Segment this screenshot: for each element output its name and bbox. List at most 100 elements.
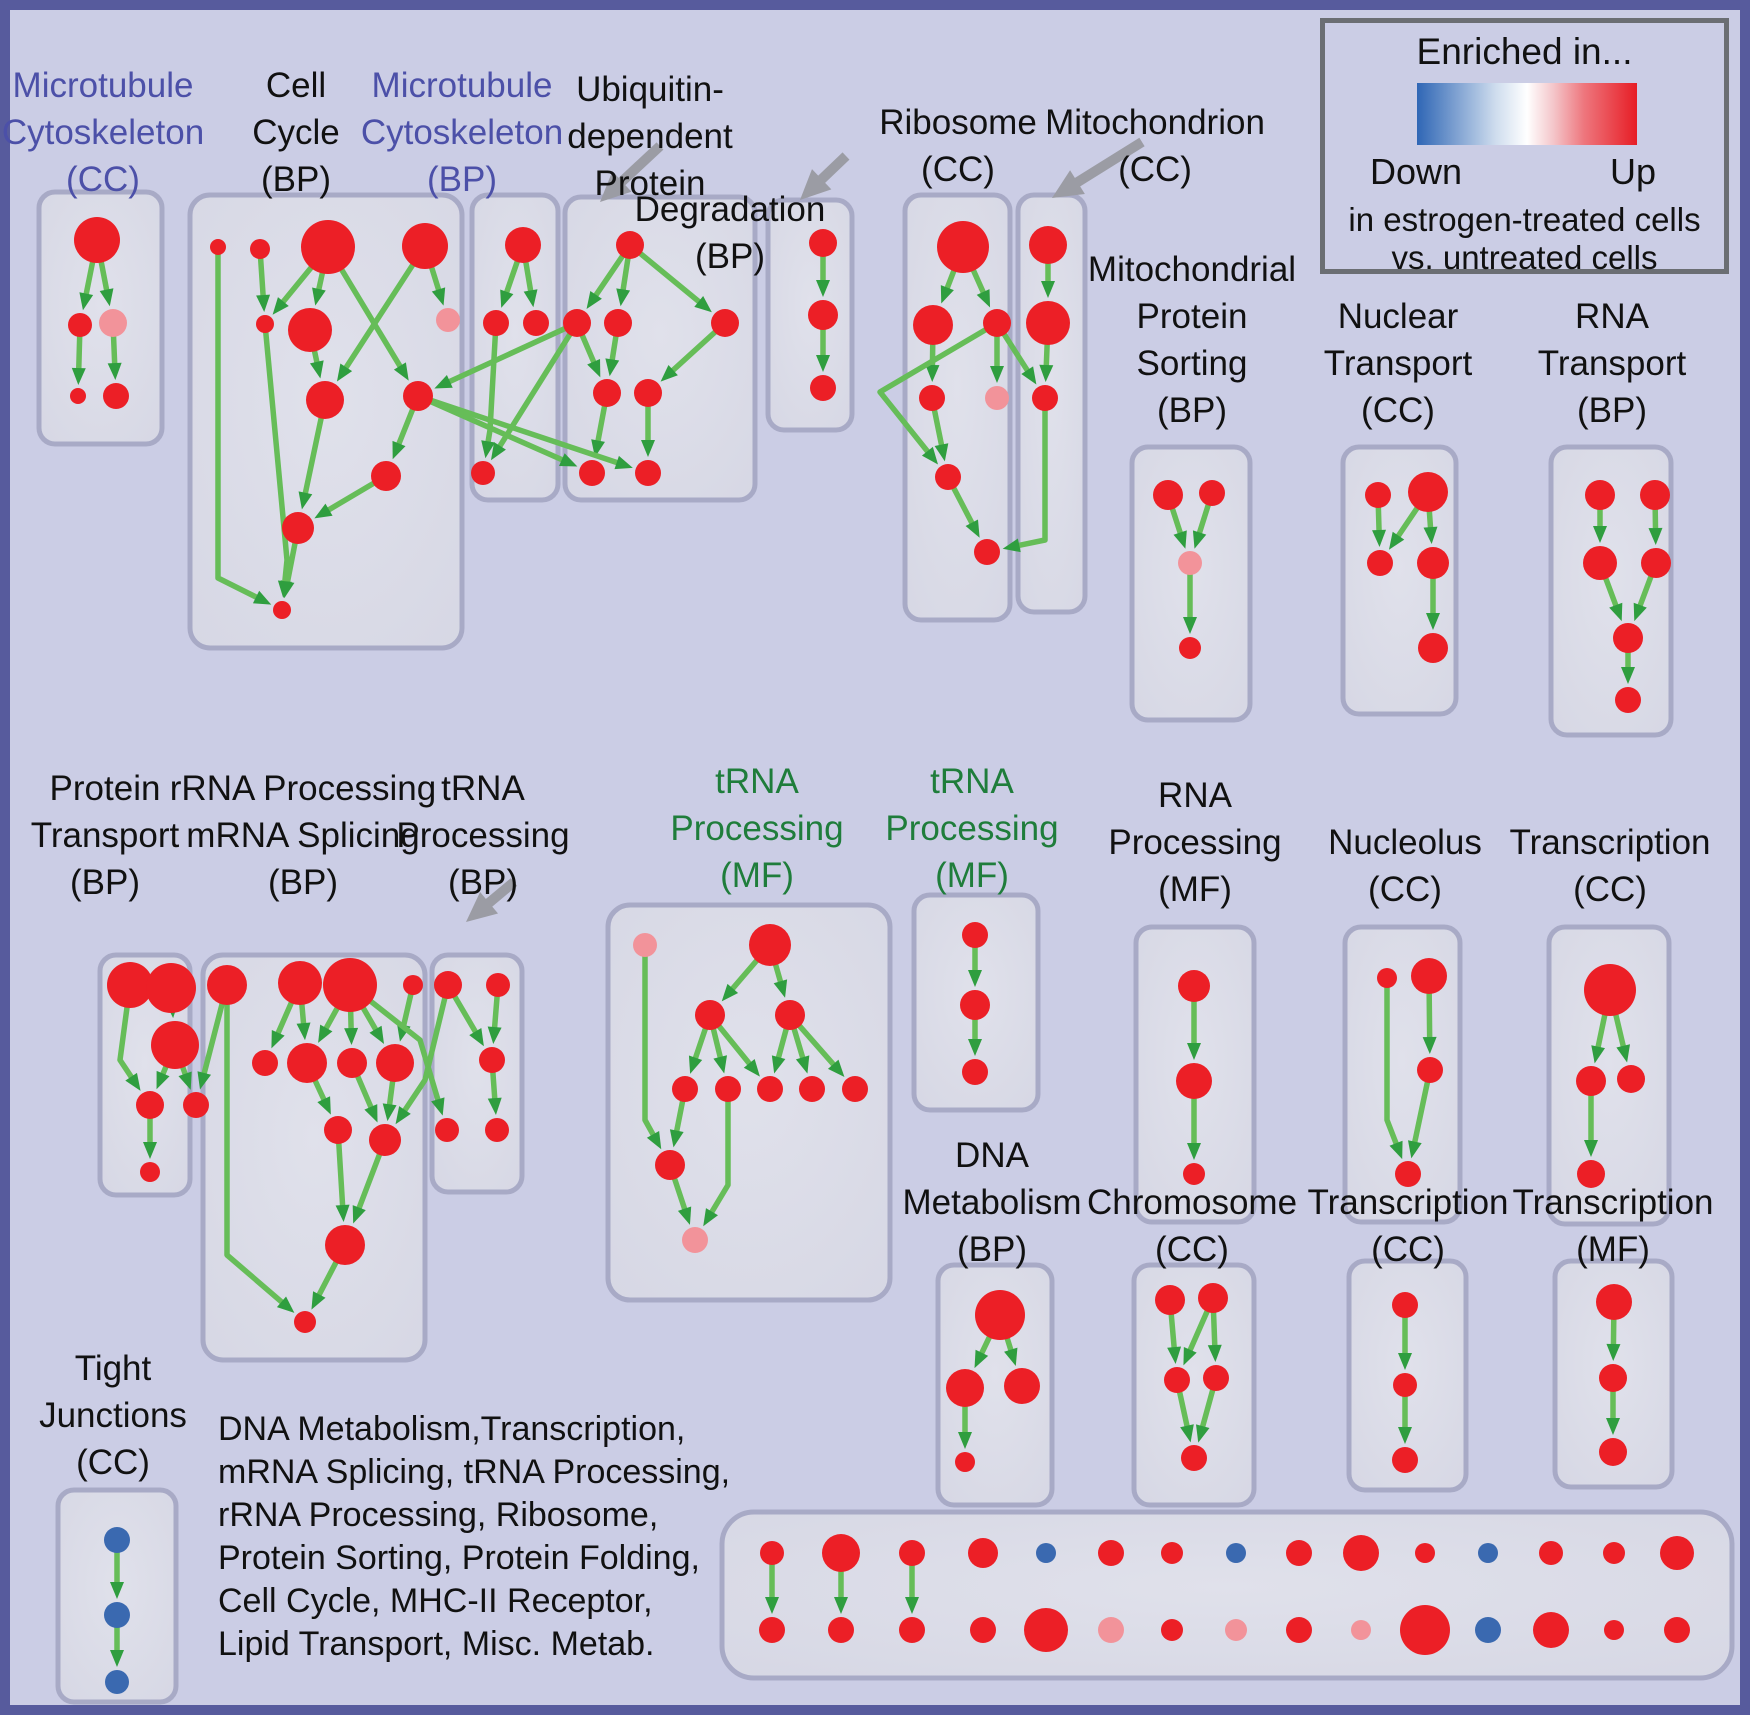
arrowhead-icon	[276, 1296, 295, 1313]
misc-categories-text: DNA Metabolism,Transcription, mRNA Splic…	[218, 1408, 730, 1666]
go-term-node	[1179, 637, 1201, 659]
legend: Enriched in... Down Up in estrogen-treat…	[1320, 18, 1729, 276]
go-term-node	[287, 1043, 327, 1083]
go-term-node	[655, 1150, 685, 1180]
arrowhead-icon	[616, 288, 631, 307]
arrowhead-icon	[178, 1071, 192, 1090]
go-term-node	[210, 239, 226, 255]
go-term-node	[1417, 547, 1449, 579]
arrowhead-icon	[1187, 1043, 1201, 1060]
edge	[224, 982, 288, 1308]
arrowhead-icon	[318, 1024, 333, 1043]
arrowhead-icon	[395, 1106, 411, 1125]
arrowhead-icon	[1616, 1044, 1631, 1063]
go-term-node	[1583, 546, 1617, 580]
go-term-node	[104, 1527, 130, 1553]
go-term-node	[252, 1050, 278, 1076]
arrowhead-icon	[71, 367, 86, 386]
arrowhead-icon	[298, 491, 313, 510]
arrowhead-icon	[434, 375, 453, 389]
go-term-node	[1392, 1447, 1418, 1473]
go-term-node	[1098, 1617, 1124, 1643]
go-term-node	[1660, 1536, 1694, 1570]
go-term-node	[960, 990, 990, 1020]
arrowhead-icon	[771, 1055, 786, 1074]
go-term-node	[250, 239, 270, 259]
go-term-node	[695, 1000, 725, 1030]
go-term-node	[369, 1124, 401, 1156]
go-term-node	[809, 229, 837, 257]
cluster-box-chromosome-cc	[1131, 1262, 1257, 1508]
go-term-node	[1032, 385, 1058, 411]
go-term-node	[278, 961, 322, 1005]
go-term-node	[324, 1116, 352, 1144]
arrowhead-icon	[795, 1055, 810, 1074]
misc-line: Lipid Transport, Misc. Metab.	[218, 1625, 655, 1663]
go-term-node	[485, 1118, 509, 1142]
go-term-node	[808, 300, 838, 330]
arrowhead-icon	[1606, 1343, 1621, 1362]
arrowhead-icon	[605, 358, 620, 377]
arrowhead-icon	[968, 1039, 982, 1056]
go-term-node	[672, 1076, 698, 1102]
arrowhead-icon	[296, 1022, 311, 1041]
arrowhead-icon	[500, 289, 514, 308]
go-term-node	[1584, 964, 1636, 1016]
arrowhead-icon	[314, 503, 333, 519]
misc-line: Protein Sorting, Protein Folding,	[218, 1539, 700, 1577]
arrowhead-icon	[1187, 1143, 1201, 1160]
arrowhead-icon	[713, 1055, 728, 1074]
arrowhead-icon	[1192, 530, 1207, 549]
arrowhead-icon	[958, 1432, 972, 1449]
arrowhead-icon	[369, 1025, 385, 1044]
go-term-node	[436, 308, 460, 332]
arrowhead-icon	[1041, 281, 1055, 298]
arrowhead-icon	[587, 358, 601, 378]
arrowhead-icon	[490, 442, 506, 461]
arrowhead-icon	[364, 1104, 378, 1123]
go-term-node	[68, 313, 92, 337]
arrowhead-icon	[1593, 526, 1607, 543]
go-term-node	[371, 461, 401, 491]
legend-colorbar	[1417, 83, 1637, 145]
arrowhead-icon	[1633, 602, 1647, 622]
arrowhead-icon	[1609, 602, 1623, 622]
arrowhead-icon	[925, 364, 940, 383]
edge	[1384, 975, 1401, 1150]
arrowhead-icon	[1180, 1424, 1194, 1443]
arrowhead-icon	[1398, 1427, 1412, 1444]
go-term-node	[715, 1076, 741, 1102]
go-term-node	[1585, 480, 1615, 510]
go-term-node	[103, 383, 129, 409]
go-term-node	[505, 227, 541, 263]
arrowhead-icon	[990, 366, 1004, 383]
arrowhead-icon	[1621, 667, 1635, 684]
go-term-node	[1183, 1163, 1205, 1185]
go-term-node	[842, 1076, 868, 1102]
arrowhead-icon	[1183, 617, 1197, 634]
arrowhead-icon	[614, 455, 633, 470]
misc-line: DNA Metabolism,Transcription,	[218, 1410, 686, 1448]
go-term-node	[1417, 1057, 1443, 1083]
arrowhead-icon	[940, 285, 954, 304]
go-term-node	[1478, 1543, 1498, 1563]
go-term-node	[1664, 1617, 1690, 1643]
go-term-node	[1226, 1543, 1246, 1563]
go-term-node	[1411, 958, 1447, 994]
edge	[443, 320, 580, 386]
arrowhead-icon	[110, 1582, 124, 1599]
arrowhead-icon	[965, 519, 980, 538]
go-term-node	[1577, 1160, 1605, 1188]
go-term-node	[633, 933, 657, 957]
go-term-node	[962, 1059, 988, 1085]
arrowhead-icon	[79, 292, 94, 311]
arrowhead-icon	[277, 580, 292, 599]
go-term-node	[1225, 1619, 1247, 1641]
go-term-node	[1164, 1367, 1190, 1393]
arrowhead-icon	[558, 453, 578, 467]
edge	[262, 321, 290, 588]
edge	[347, 982, 442, 1106]
go-term-node	[604, 309, 632, 337]
go-term-node	[1198, 1283, 1228, 1313]
